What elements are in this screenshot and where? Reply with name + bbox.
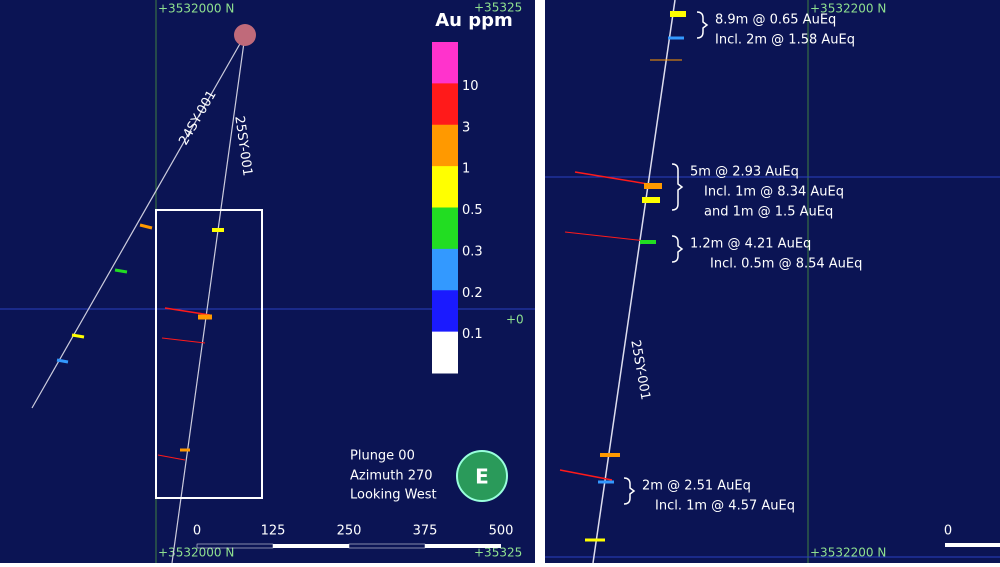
bracket (671, 163, 684, 211)
scale-segment (273, 544, 349, 548)
intercept-marks (559, 11, 686, 542)
legend-swatch (432, 248, 458, 291)
scale-label: 125 (261, 524, 286, 539)
drillhole-trace (171, 34, 246, 564)
view-info: Azimuth 270 (350, 469, 433, 484)
legend-label: 1 (462, 162, 470, 177)
zoom-box (155, 209, 263, 499)
legend-swatch (432, 124, 458, 167)
legend-swatch (432, 207, 458, 250)
intercept-label: Incl. 1m @ 4.57 AuEq (655, 499, 795, 514)
grid-label: +3532000 N (158, 2, 234, 16)
intercept-label: 2m @ 2.51 AuEq (642, 479, 751, 494)
grid-label: +3532200 N (810, 2, 886, 16)
legend-swatch (432, 166, 458, 208)
intercept-label: and 1m @ 1.5 AuEq (704, 205, 833, 220)
scale-segment (425, 544, 501, 548)
scale-bar: 0 (944, 524, 1000, 547)
drillhole-trace (31, 34, 246, 409)
legend-label: 0.2 (462, 286, 483, 301)
legend-swatch (432, 290, 458, 333)
scale-label: 0 (944, 524, 952, 539)
legend-swatch (432, 83, 458, 126)
legend-label: 10 (462, 79, 479, 94)
intercept-label: 1.2m @ 4.21 AuEq (690, 237, 811, 252)
intercepts: 8.9m @ 0.65 AuEq Incl. 2m @ 1.58 AuEq 5m @… (623, 11, 862, 514)
scale-label: 500 (489, 524, 514, 539)
intercept-label: Incl. 2m @ 1.58 AuEq (715, 33, 855, 48)
scale-label: 375 (413, 524, 438, 539)
grid-label: +35325 (474, 546, 522, 560)
intercept-label: Incl. 0.5m @ 8.54 AuEq (710, 257, 862, 272)
grid-label: +3532000 N (158, 546, 234, 560)
legend-swatch (432, 42, 458, 84)
scale-label: 250 (337, 524, 362, 539)
grid-label: +35325 (474, 1, 522, 15)
legend-label: 0.1 (462, 327, 483, 342)
intercept-marks (56, 223, 224, 461)
drillhole-trace (592, 0, 676, 564)
compass-label: E (475, 465, 489, 489)
bracket (623, 477, 636, 505)
right-panel (545, 0, 1000, 563)
legend: 10 3 1 0.5 0.3 0.2 0.1 (432, 42, 483, 374)
intercept-label: 5m @ 2.93 AuEq (690, 165, 799, 180)
compass (456, 450, 508, 502)
legend-swatch (432, 331, 458, 374)
scale-label: 0 (193, 524, 201, 539)
scale-bar: 0 125 250 375 500 (193, 524, 514, 549)
bracket (671, 235, 684, 263)
bracket (696, 11, 709, 39)
legend-label: 0.3 (462, 244, 483, 259)
intercept-label: Incl. 1m @ 8.34 AuEq (704, 185, 844, 200)
view-info: Plunge 00 (350, 449, 415, 464)
legend-label: 3 (462, 120, 470, 135)
scale-segment (945, 543, 1000, 547)
legend-title: Au ppm (435, 10, 513, 31)
grid-label: +0 (506, 313, 524, 327)
grid-label: +3532200 N (810, 546, 886, 560)
view-info: Looking West (350, 488, 437, 503)
legend-label: 0.5 (462, 203, 483, 218)
collar (234, 24, 256, 46)
intercept-label: 8.9m @ 0.65 AuEq (715, 13, 836, 28)
